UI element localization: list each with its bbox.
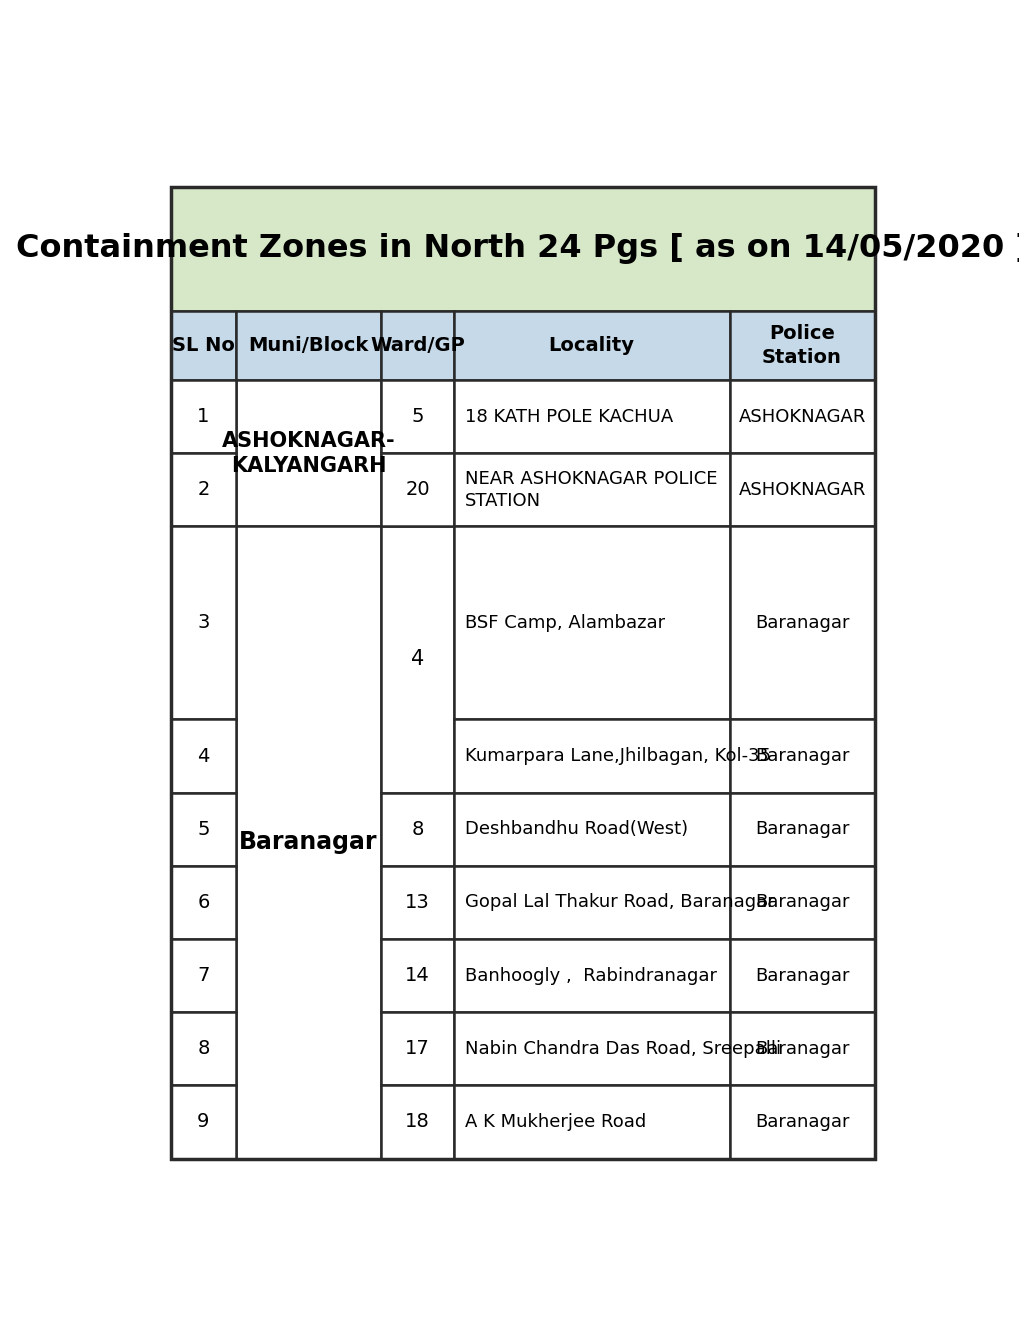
Text: Deshbandhu Road(West): Deshbandhu Road(West) [465, 820, 688, 838]
Text: Baranagar: Baranagar [754, 1040, 849, 1057]
Text: Muni/Block: Muni/Block [249, 335, 368, 355]
Text: 8: 8 [411, 820, 423, 838]
Text: Banhoogly ,  Rabindranagar: Banhoogly , Rabindranagar [465, 966, 716, 985]
Text: 4: 4 [197, 747, 209, 766]
Bar [453, 1085, 729, 1159]
Text: Ward/GP: Ward/GP [370, 335, 465, 355]
Bar [729, 527, 873, 719]
Text: Nabin Chandra Das Road, Sreepalli: Nabin Chandra Das Road, Sreepalli [465, 1040, 781, 1057]
Bar [453, 866, 729, 939]
Bar [729, 719, 873, 792]
Bar [235, 312, 381, 380]
Text: Baranagar: Baranagar [754, 747, 849, 766]
Bar [729, 1012, 873, 1085]
Text: 9: 9 [197, 1113, 209, 1131]
Text: 7: 7 [197, 966, 209, 985]
Bar [171, 1012, 235, 1085]
Text: 5: 5 [411, 407, 424, 426]
Text: Locality: Locality [548, 335, 634, 355]
Bar [381, 866, 453, 939]
Bar [729, 312, 873, 380]
Bar [171, 312, 235, 380]
Text: 18: 18 [405, 1113, 430, 1131]
Bar [171, 792, 235, 866]
Bar [381, 380, 453, 453]
Bar [171, 187, 873, 312]
Text: 18 KATH POLE KACHUA: 18 KATH POLE KACHUA [465, 408, 673, 425]
Bar [381, 939, 453, 1012]
Text: SL No: SL No [172, 335, 234, 355]
Text: 2: 2 [197, 480, 209, 499]
Bar [729, 453, 873, 527]
Bar [729, 380, 873, 453]
Bar [453, 380, 729, 453]
Bar [729, 1085, 873, 1159]
Bar [235, 380, 381, 527]
Bar [453, 719, 729, 792]
Bar [453, 939, 729, 1012]
Bar [171, 719, 235, 792]
Bar [453, 453, 729, 527]
Text: ASHOKNAGAR: ASHOKNAGAR [738, 480, 865, 499]
Text: 5: 5 [197, 820, 209, 838]
Text: Baranagar: Baranagar [754, 1113, 849, 1131]
Bar [729, 939, 873, 1012]
Bar [453, 312, 729, 380]
Bar [171, 453, 235, 527]
Bar [381, 792, 453, 866]
Text: 20: 20 [405, 480, 429, 499]
Bar [729, 792, 873, 866]
Text: 8: 8 [197, 1039, 209, 1059]
Bar [171, 1085, 235, 1159]
Bar [235, 527, 381, 1159]
Bar [381, 1085, 453, 1159]
Text: ASHOKNAGAR: ASHOKNAGAR [738, 408, 865, 425]
Text: 4: 4 [411, 649, 424, 669]
Bar [381, 1012, 453, 1085]
Text: 17: 17 [405, 1039, 430, 1059]
Bar [453, 527, 729, 719]
Text: Kumarpara Lane,Jhilbagan, Kol-35: Kumarpara Lane,Jhilbagan, Kol-35 [465, 747, 770, 766]
Text: Baranagar: Baranagar [754, 614, 849, 632]
Bar [171, 939, 235, 1012]
Text: NEAR ASHOKNAGAR POLICE
STATION: NEAR ASHOKNAGAR POLICE STATION [465, 470, 716, 510]
Text: Baranagar: Baranagar [239, 830, 377, 854]
Text: 3: 3 [197, 614, 209, 632]
Bar [171, 187, 873, 1159]
Bar [453, 1012, 729, 1085]
Bar [381, 453, 453, 527]
Text: Containment Zones in North 24 Pgs [ as on 14/05/2020 ]: Containment Zones in North 24 Pgs [ as o… [15, 234, 1019, 264]
Text: 13: 13 [405, 892, 430, 912]
Bar [453, 792, 729, 866]
Text: ASHOKNAGAR-
KALYANGARH: ASHOKNAGAR- KALYANGARH [221, 430, 395, 475]
Bar [171, 866, 235, 939]
Text: Police
Station: Police Station [761, 325, 841, 367]
Text: 1: 1 [197, 407, 209, 426]
Text: 14: 14 [405, 966, 430, 985]
Text: 6: 6 [197, 892, 209, 912]
Bar [381, 527, 453, 792]
Bar [381, 312, 453, 380]
Bar [171, 527, 235, 719]
Text: A K Mukherjee Road: A K Mukherjee Road [465, 1113, 645, 1131]
Bar [171, 380, 235, 453]
Text: Baranagar: Baranagar [754, 894, 849, 911]
Bar [729, 866, 873, 939]
Text: Gopal Lal Thakur Road, Baranagar: Gopal Lal Thakur Road, Baranagar [465, 894, 773, 911]
Text: Baranagar: Baranagar [754, 820, 849, 838]
Text: Baranagar: Baranagar [754, 966, 849, 985]
Text: BSF Camp, Alambazar: BSF Camp, Alambazar [465, 614, 664, 632]
